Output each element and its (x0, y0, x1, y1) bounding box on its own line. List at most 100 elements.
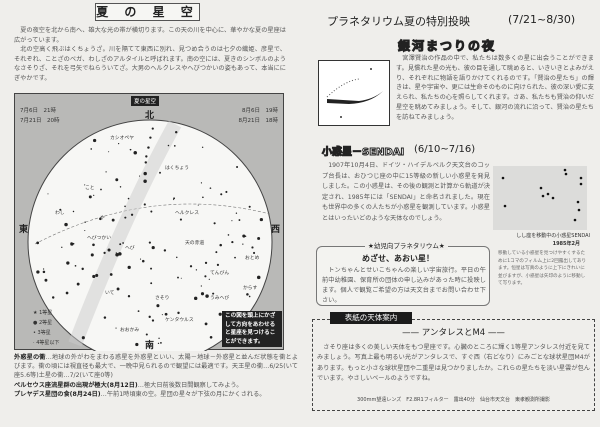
star-mark (84, 184, 86, 186)
event-title: プレヤデス星団の食(8月24日) (14, 390, 101, 398)
event-text: …地球の外がわをまわる惑星を外惑星といい、太陽－地球－外惑星と並んだ状態を衝とよ… (14, 354, 299, 380)
cover-title: —— アンタレスとM4 —— (402, 328, 505, 338)
photo-date: 1985年2月 (552, 241, 580, 247)
constellation-label: さそり (155, 296, 170, 301)
star-mark (564, 172, 568, 176)
star-mark (156, 304, 160, 308)
constellation-label: おおかみ (120, 328, 140, 333)
star-mark (61, 246, 63, 248)
star-mark (42, 268, 45, 270)
intro-paragraph-1: 夏の夜空を北から南へ、雄大な光の帯が横切ります。この天の川を中心に、華やかな夏の… (14, 27, 286, 44)
star-mark (204, 322, 208, 326)
kids-label: ★幼児向プラネタリウム★ (365, 242, 448, 250)
star-mark (44, 278, 48, 282)
star-mark (129, 148, 132, 151)
star-mark (577, 208, 581, 212)
star-mark (66, 261, 70, 265)
star-mark (70, 242, 73, 245)
star-mark (147, 146, 150, 149)
intro: 夏の夜空を北から南へ、雄大な光の帯が横切ります。この天の川を中心に、華やかな夏の… (14, 26, 286, 84)
star-mark (107, 248, 111, 252)
star-mark (227, 234, 230, 236)
star-mark (93, 194, 95, 196)
star-mark (139, 258, 142, 260)
star-mark (200, 182, 203, 184)
legend-3rd: • 3等星 (33, 330, 51, 336)
direction-east: 東 (19, 225, 29, 235)
star-mark (124, 216, 127, 219)
star-mark (51, 296, 55, 299)
star-mark (148, 315, 151, 318)
star-mark (160, 342, 162, 344)
direction-north: 北 (145, 111, 155, 121)
star-mark (150, 267, 153, 270)
star-mark (246, 293, 249, 296)
sky-map (27, 119, 273, 351)
star-mark (90, 253, 94, 257)
kids-text: トンちゃんとせいこちゃんの楽しい宇宙旅行。平日の午前中幼稚園、保育所の団体の申し… (322, 267, 486, 304)
star-mark (158, 337, 160, 340)
star-mark (208, 278, 210, 280)
star-mark (144, 161, 147, 164)
star-mark (173, 145, 176, 147)
star-mark (115, 252, 119, 257)
cover-text: さそり座は多くの美しい天体をもつ星座です。心臓のところに輝く1等星アンタレス付近… (317, 344, 590, 383)
star-mark (204, 261, 208, 265)
sendai-title: 小惑星－SENDAI (321, 147, 405, 159)
star-mark (99, 217, 102, 221)
event-title: 外惑星の衝 (14, 354, 46, 361)
star-mark (176, 256, 178, 259)
star-mark (84, 230, 86, 232)
chart-usage-note: この図を頭上にかざして方向をあわせると星座を見つけることができます。 (222, 311, 282, 347)
star-mark (145, 333, 148, 336)
star-mark (145, 155, 148, 158)
intro-paragraph-2: 北の空高く飛ぶはくちょうざ。川を隔てて東西に別れ、見つめ合うのは七夕の織姫、彦星… (14, 46, 286, 82)
star-mark (234, 256, 236, 259)
star-mark (148, 241, 151, 244)
star-mark (84, 221, 86, 223)
star-mark (74, 264, 77, 267)
star-mark (72, 210, 75, 213)
star-mark (151, 319, 155, 322)
legend-label: 3等星 (37, 330, 51, 336)
star-mark (143, 171, 147, 176)
time-right-1: 8月6日 19時 (242, 108, 278, 114)
star-mark (151, 245, 155, 250)
star-mark (200, 285, 202, 287)
star-mark (143, 203, 146, 206)
event-outer-planets: 外惑星の衝…地球の外がわをまわる惑星を外惑星といい、太陽－地球－外惑星と並んだ状… (14, 353, 298, 381)
star-mark (167, 144, 170, 147)
special-show-heading: プラネタリウム夏の特別投映 (327, 15, 470, 28)
star-mark (157, 342, 160, 345)
star-mark (92, 243, 95, 247)
star-mark (563, 168, 567, 172)
star-mark (118, 143, 120, 145)
star-mark (197, 204, 199, 206)
star-mark (116, 287, 120, 291)
star-mark (173, 197, 176, 200)
star-mark (175, 131, 178, 134)
star-mark (76, 282, 80, 286)
star-mark (127, 295, 131, 298)
magnitude-legend: ★ 1等星 ● 2等星 • 3等星 · 4等星以下 (33, 308, 59, 348)
time-left-2: 7月21日 20時 (20, 118, 60, 124)
star-mark (177, 311, 180, 315)
star-mark (141, 259, 145, 263)
star-mark (92, 274, 96, 279)
event-pleiades: プレヤデス星団の食(8月24日)…午前1時頃東の空。星団の星々が下弦の月にかくさ… (14, 390, 298, 399)
star-mark (161, 314, 163, 316)
star-mark (100, 188, 102, 191)
star-mark (248, 295, 251, 298)
star-mark (81, 336, 85, 340)
star-mark (252, 251, 256, 255)
star-mark (195, 269, 198, 271)
star-mark (218, 312, 222, 316)
events-list: 外惑星の衝…地球の外がわをまわる惑星を外惑星といい、太陽－地球－外惑星と並んだ状… (14, 353, 298, 399)
star-mark (231, 220, 233, 222)
chart-label: 夏の星空 (131, 96, 160, 106)
star-mark (119, 243, 122, 246)
event-text: …午前1時頃東の空。星団の星々が下弦の月にかくされる。 (100, 390, 266, 398)
star-mark (213, 222, 216, 225)
event-text: …極大日前後数日間観察してみよう。 (137, 381, 243, 389)
star-mark (235, 212, 238, 214)
